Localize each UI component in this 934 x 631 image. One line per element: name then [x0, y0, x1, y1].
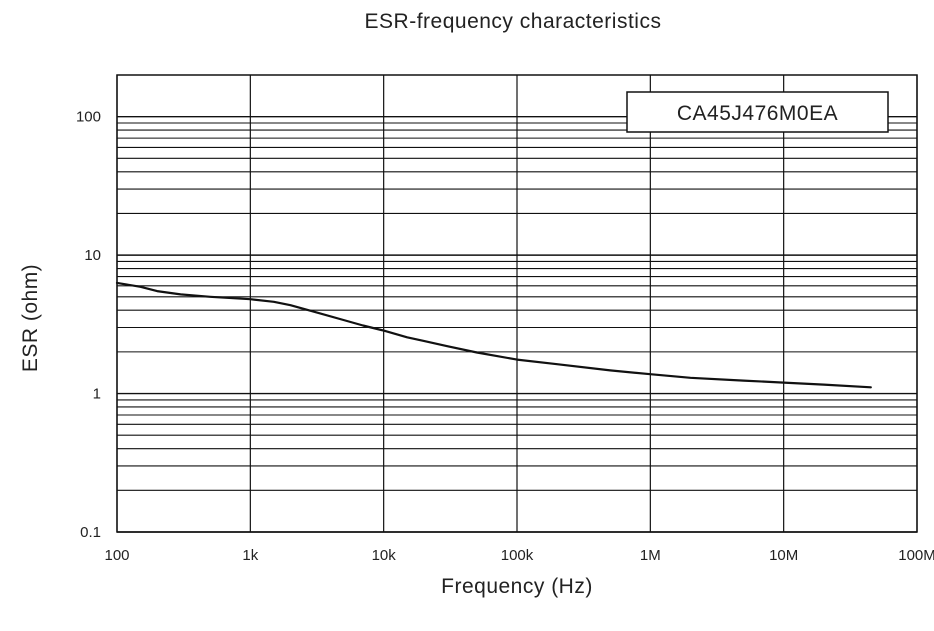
series-layer — [115, 281, 872, 389]
y-tick-label: 0.1 — [80, 524, 101, 541]
chart-title: ESR-frequency characteristics — [365, 10, 662, 33]
x-tick-label: 10k — [372, 547, 397, 564]
x-axis-label: Frequency (Hz) — [441, 575, 593, 598]
y-tick-label: 10 — [84, 247, 101, 264]
y-axis-label: ESR (ohm) — [19, 264, 42, 372]
y-tick-label: 100 — [76, 109, 101, 126]
legend-label: CA45J476M0EA — [677, 102, 838, 125]
series-line — [115, 281, 872, 389]
x-tick-label: 100k — [501, 547, 534, 564]
legend: CA45J476M0EA — [626, 91, 889, 133]
x-tick-label: 10M — [769, 547, 798, 564]
y-tick-label: 1 — [93, 386, 101, 403]
legend-box — [626, 91, 889, 133]
x-tick-labels: 100 1k 10k 100k 1M 10M 100M — [104, 547, 934, 564]
y-tick-labels: 0.1 1 10 100 — [76, 109, 101, 541]
x-tick-label: 1k — [242, 547, 258, 564]
x-tick-label: 1M — [640, 547, 661, 564]
x-tick-label: 100 — [104, 547, 129, 564]
plot-frame — [116, 74, 918, 533]
x-tick-label: 100M — [898, 547, 934, 564]
grid — [116, 74, 918, 533]
